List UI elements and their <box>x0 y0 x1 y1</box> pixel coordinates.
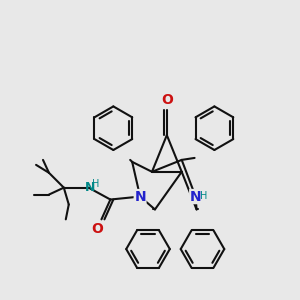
Text: O: O <box>161 93 173 107</box>
Text: H: H <box>200 190 207 201</box>
Text: O: O <box>92 222 104 236</box>
Text: H: H <box>92 179 99 189</box>
Text: N: N <box>84 181 95 194</box>
Text: N: N <box>134 190 146 204</box>
Text: N: N <box>190 190 201 204</box>
